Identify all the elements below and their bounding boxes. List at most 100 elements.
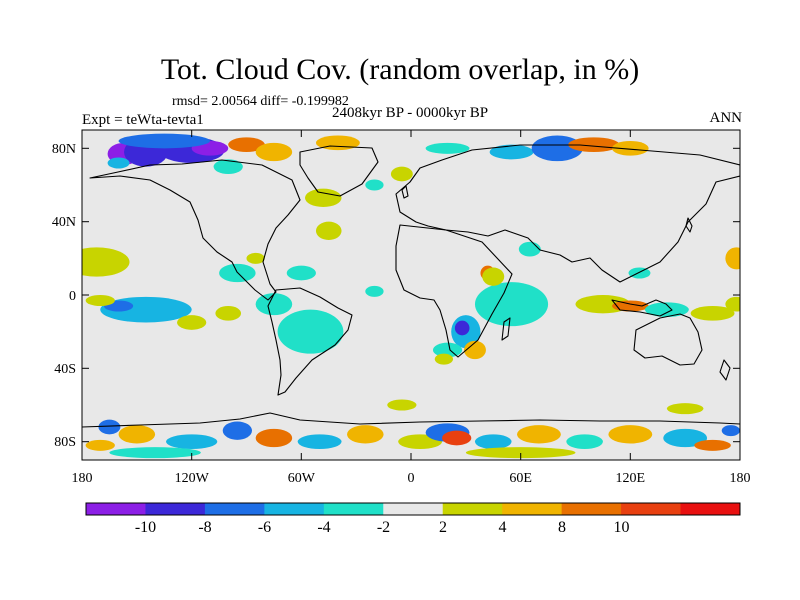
- anomaly-patch: [489, 144, 534, 160]
- y-tick-label: 80S: [54, 435, 76, 450]
- anomaly-patch: [518, 241, 541, 257]
- anomaly-patch: [365, 285, 384, 297]
- anomaly-patch: [566, 434, 603, 449]
- anomaly-patch: [690, 306, 735, 321]
- colorbar-label: -8: [198, 519, 211, 536]
- anomaly-patch: [255, 428, 293, 448]
- x-tick-label: 60E: [509, 471, 532, 486]
- season-label: ANN: [709, 110, 743, 126]
- coastline-greenland: [299, 145, 379, 197]
- anomaly-patch: [85, 295, 115, 306]
- anomaly-patch: [246, 252, 265, 264]
- anomaly-patch: [365, 179, 384, 191]
- coastline-madagascar: [501, 317, 511, 341]
- colorbar-swatch: [86, 503, 146, 515]
- anomaly-patch: [474, 282, 549, 327]
- anomaly-patch: [286, 265, 316, 281]
- map-background: [82, 130, 740, 460]
- anomaly-patch: [166, 434, 218, 449]
- anomaly-patch: [612, 141, 649, 156]
- anomaly-patch: [304, 188, 342, 207]
- anomaly-field: [82, 133, 740, 459]
- anomaly-patch: [82, 247, 130, 277]
- anomaly-patch: [213, 159, 243, 175]
- anomaly-patch: [725, 247, 740, 270]
- anomaly-patch: [109, 447, 201, 459]
- anomaly-patch: [118, 425, 156, 444]
- anomaly-patch: [694, 439, 731, 451]
- colorbar: [86, 503, 741, 515]
- anomaly-patch: [215, 306, 242, 321]
- anomaly-patch: [255, 142, 293, 162]
- colorbar-label: 8: [558, 519, 566, 536]
- coastline-antarctica: [82, 412, 740, 428]
- colorbar-label: -4: [317, 519, 330, 536]
- colorbar-label: -2: [377, 519, 390, 536]
- colorbar-swatch: [561, 503, 622, 515]
- coastline-eurasia: [395, 144, 740, 283]
- map-title: Tot. Cloud Cov. (random overlap, in %): [160, 53, 640, 86]
- anomaly-patch: [454, 320, 470, 336]
- experiment-label: Expt = teWta-tevta1: [82, 112, 204, 128]
- colorbar-swatch: [145, 503, 206, 515]
- anomaly-patch: [531, 135, 583, 162]
- period-text: 2408kyr BP - 0000kyr BP: [331, 105, 489, 121]
- coastline-south-america: [267, 287, 353, 396]
- x-tick-label: 120W: [175, 471, 210, 486]
- colorbar-frame: [85, 502, 741, 516]
- colorbar-swatch: [383, 503, 444, 515]
- anomaly-patch: [663, 428, 708, 448]
- anomaly-patch: [434, 353, 454, 365]
- coastline-japan: [685, 217, 693, 233]
- colorbar-label: 4: [499, 519, 507, 536]
- stats-text: rmsd= 2.00564 diff= -0.199982: [172, 94, 349, 109]
- colorbar-label: -10: [135, 519, 156, 536]
- anomaly-patch: [390, 166, 413, 182]
- colorbar-swatch: [502, 503, 563, 515]
- anomaly-patch: [465, 447, 576, 459]
- coastline-british-isles: [401, 185, 409, 199]
- anomaly-patch: [98, 419, 121, 435]
- coastline-africa: [395, 224, 513, 358]
- anomaly-patch: [442, 430, 472, 446]
- anomaly-patch: [425, 142, 470, 154]
- anomaly-patch: [228, 137, 265, 153]
- colorbar-label: -6: [258, 519, 271, 536]
- anomaly-patch: [118, 133, 210, 149]
- anomaly-patch: [107, 157, 130, 169]
- anomaly-patch: [628, 267, 651, 279]
- colorbar-swatch: [442, 503, 503, 515]
- colorbar-swatch: [204, 503, 265, 515]
- colorbar-swatch: [323, 503, 384, 515]
- anomaly-patch: [482, 267, 505, 286]
- axis-ticks: [81, 130, 741, 460]
- coastline-new-zealand: [719, 359, 731, 381]
- anomaly-patch: [474, 434, 512, 449]
- anomaly-patch: [297, 434, 342, 449]
- x-tick-label: 0: [408, 471, 415, 486]
- x-tick-label: 180: [730, 471, 751, 486]
- anomaly-patch: [608, 425, 653, 444]
- y-tick-label: 40S: [54, 362, 76, 377]
- anomaly-patch: [222, 421, 252, 440]
- anomaly-patch: [725, 296, 740, 312]
- x-tick-label: 180: [72, 471, 93, 486]
- anomaly-patch: [85, 439, 115, 451]
- anomaly-patch: [464, 340, 486, 360]
- anomaly-patch: [644, 302, 689, 317]
- anomaly-patch: [612, 300, 649, 312]
- y-tick-label: 0: [69, 289, 76, 304]
- anomaly-patch: [721, 425, 740, 437]
- anomaly-patch: [277, 309, 344, 354]
- y-tick-label: 80N: [52, 142, 76, 157]
- x-tick-label: 60W: [288, 471, 316, 486]
- coastline-maritime-islands: [611, 299, 673, 317]
- coastlines: [82, 144, 740, 428]
- colorbar-swatch: [621, 503, 682, 515]
- anomaly-patch: [177, 315, 207, 330]
- coastline-australia: [633, 313, 703, 366]
- coastline-north-america: [89, 159, 301, 301]
- colorbar-swatch: [680, 503, 741, 515]
- colorbar-label: 2: [439, 519, 447, 536]
